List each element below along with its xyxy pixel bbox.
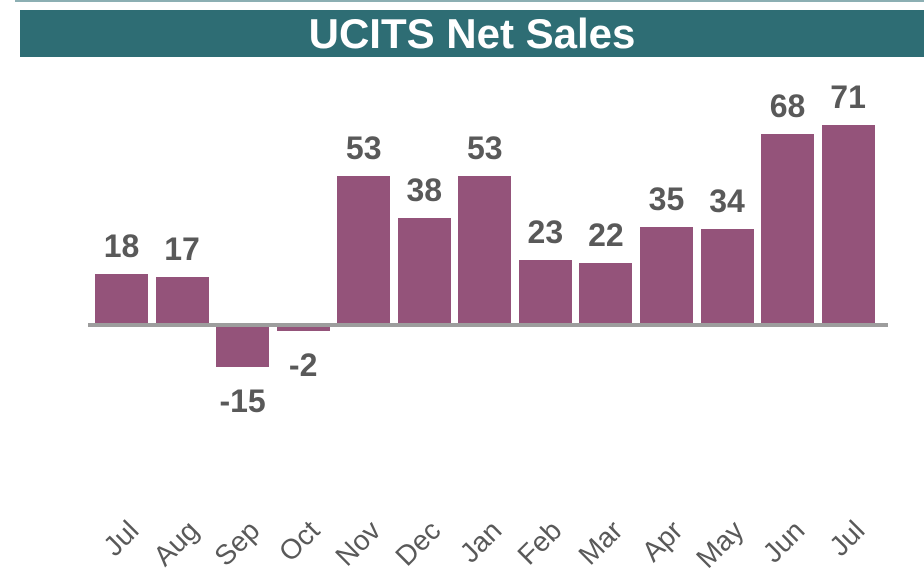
chart-title: UCITS Net Sales <box>308 9 636 57</box>
x-tick-0-jul: Jul <box>96 514 145 562</box>
data-label-0-jul: 18 <box>103 228 140 265</box>
data-label-4-nov: 53 <box>345 130 382 167</box>
bar-6-jan <box>458 176 512 325</box>
data-label-6-jan: 53 <box>467 130 503 167</box>
x-tick-12-jul: Jul <box>823 514 871 562</box>
bar-11-jun <box>761 133 815 325</box>
data-label-3-oct: -2 <box>288 346 318 383</box>
data-label-8-mar: 22 <box>588 217 624 254</box>
bar-0-jul <box>95 274 148 325</box>
data-label-9-apr: 35 <box>648 180 685 217</box>
data-label-11-jun: 68 <box>769 87 806 124</box>
data-label-12-jul: 71 <box>830 79 866 116</box>
bar-3-oct <box>276 325 330 331</box>
x-tick-6-jan: Jan <box>453 514 508 569</box>
title-bar: UCITS Net Sales <box>20 10 924 57</box>
x-tick-5-dec: Dec <box>389 514 447 572</box>
bar-2-sep <box>216 325 270 368</box>
x-tick-4-nov: Nov <box>329 514 387 572</box>
bar-12-jul <box>821 125 875 325</box>
top-border-line <box>15 0 924 2</box>
bar-10-may <box>700 229 754 325</box>
data-label-5-dec: 38 <box>406 172 443 209</box>
data-label-2-sep: -15 <box>219 383 266 420</box>
bar-5-dec <box>397 218 451 325</box>
bar-1-aug <box>155 277 209 325</box>
bar-7-feb <box>518 260 572 325</box>
x-tick-1-aug: Aug <box>147 514 205 572</box>
bar-9-apr <box>639 226 693 325</box>
x-tick-10-may: May <box>690 514 750 574</box>
bar-4-nov <box>337 176 391 325</box>
x-tick-3-oct: Oct <box>272 514 326 568</box>
x-tick-8-mar: Mar <box>572 514 629 571</box>
x-tick-2-sep: Sep <box>207 514 266 572</box>
data-label-10-may: 34 <box>709 183 745 220</box>
bar-8-mar <box>579 263 633 325</box>
x-tick-11-jun: Jun <box>756 514 811 569</box>
data-label-1-aug: 17 <box>164 231 200 268</box>
x-tick-9-apr: Apr <box>636 514 689 568</box>
x-axis-line <box>88 323 888 327</box>
x-tick-7-feb: Feb <box>511 514 568 571</box>
data-label-7-feb: 23 <box>527 214 564 251</box>
